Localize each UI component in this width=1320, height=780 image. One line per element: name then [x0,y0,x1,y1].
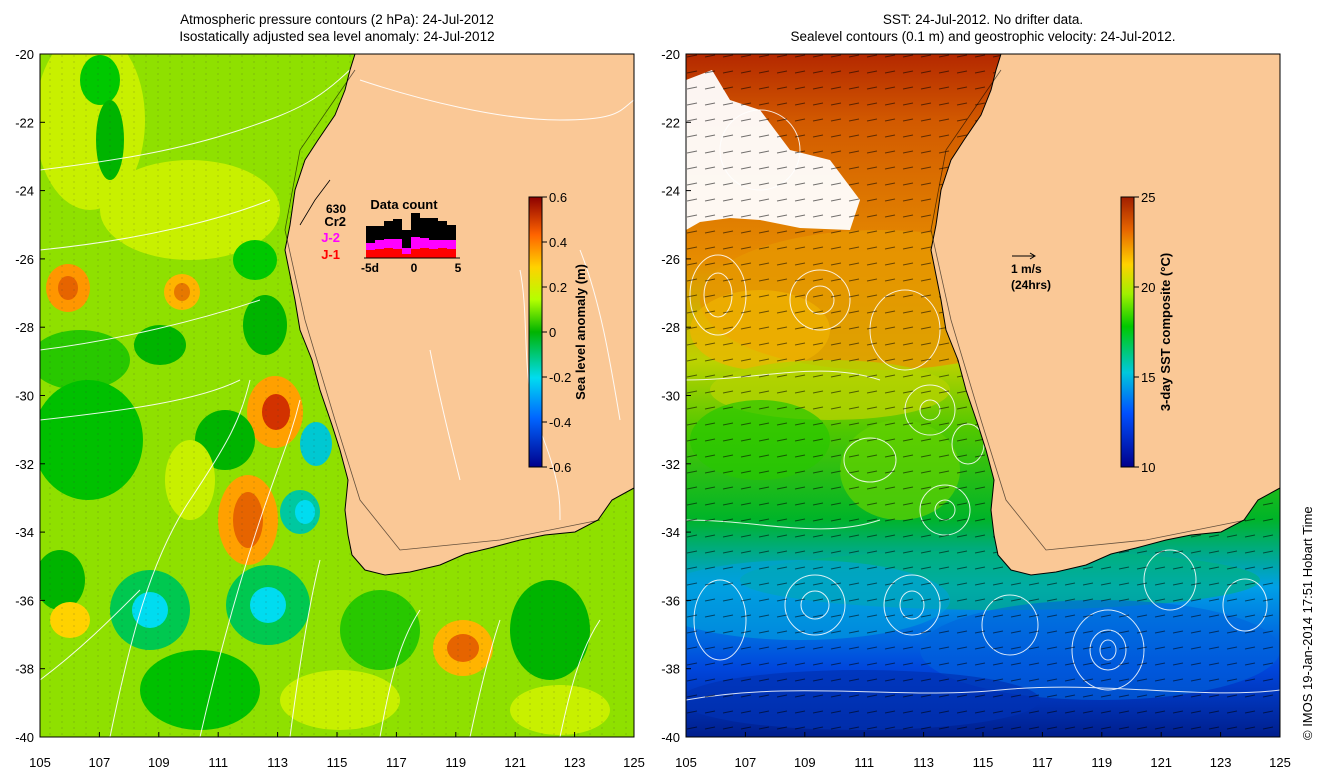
left-title-line2: Isostatically adjusted sea level anomaly… [179,29,495,44]
colorbar-tick-label: -0.2 [549,370,571,385]
colorbar-tick-label: 0.2 [549,280,567,295]
right-panel-title: SST: 24-Jul-2012. No drifter data. Seale… [686,11,1280,45]
right-title-line2: Sealevel contours (0.1 m) and geostrophi… [790,29,1176,44]
left-y-tick-label: -28 [15,320,34,335]
left-x-tick-label: 123 [564,755,586,770]
left-y-tick-label: -26 [15,252,34,267]
right-x-tick-label: 109 [794,755,816,770]
left-land [284,54,634,576]
right-x-tick-label: 125 [1269,755,1291,770]
colorbar-tick-label: 0 [549,325,556,340]
colorbar-tick-label: 15 [1141,370,1155,385]
right-x-tick-label: 117 [1032,755,1053,770]
sla-colorbar-label: Sea level anomaly (m) [573,264,588,400]
colorbar-tick-label: -0.6 [549,460,571,475]
sla-colorbar: 0.6 0.4 0.2 0 -0.2 -0.4 -0.6 Sea level anomaly… [528,190,588,475]
left-map [40,54,634,737]
credit-label: © IMOS 19-Jan-2014 17:51 Hobart Time [1300,506,1315,740]
right-y-tick-label: -32 [661,457,680,472]
data-count-total: 630 [326,202,346,216]
velocity-scale: 1 m/s (24hrs) [1011,252,1051,292]
left-x-tick-label: 107 [89,755,111,770]
left-y-tick-label: -22 [15,115,34,130]
right-x-tick-label: 105 [675,755,697,770]
right-title-line1: SST: 24-Jul-2012. No drifter data. [882,12,1084,27]
right-map [686,54,1280,737]
data-count-title: Data count [370,197,438,212]
right-y-tick-label: -38 [661,662,680,677]
left-panel-title: Atmospheric pressure contours (2 hPa): 2… [40,11,634,45]
colorbar-tick-label: 10 [1141,460,1155,475]
left-x-tick-label: 109 [148,755,170,770]
right-y-tick-label: -24 [661,184,680,199]
right-x-tick-label: 113 [913,755,934,770]
right-x-tick-label: 115 [973,755,994,770]
dc-axis-mid: 0 [411,261,418,275]
colorbar-tick-label: 25 [1141,190,1155,205]
right-y-tick-label: -34 [661,525,680,540]
right-land [930,54,1280,576]
right-x-tick-label: 121 [1150,755,1172,770]
dc-axis-right: 5 [455,261,462,275]
j1-label: J-1 [321,247,340,262]
left-x-tick-label: 115 [327,755,348,770]
left-y-tick-label: -40 [15,730,34,745]
data-count-bars [366,213,456,258]
left-x-tick-label: 121 [504,755,526,770]
right-y-tick-label: -30 [661,389,680,404]
dc-axis-left: -5d [361,261,379,275]
data-count-inset: 630 Cr2 J-2 J-1 Data count -5d 0 5 [321,197,461,275]
pressure-contours [40,59,601,737]
left-x-tick-label: 113 [267,755,288,770]
cr2-label: Cr2 [324,214,346,229]
left-y-tick-label: -32 [15,457,34,472]
right-x-tick-label: 107 [735,755,757,770]
left-y-tick-label: -34 [15,525,34,540]
j2-label: J-2 [321,230,340,245]
left-x-tick-label: 117 [386,755,407,770]
colorbar-tick-label: -0.4 [549,415,571,430]
right-x-tick-label: 119 [1091,755,1112,770]
right-x-tick-label: 111 [854,755,874,770]
left-y-tick-label: -20 [15,47,34,62]
left-x-tick-label: 105 [29,755,51,770]
left-y-tick-label: -38 [15,662,34,677]
axis-ticks: 105 107 109 111 113 115 117 119 121 123 125-20-22-… [15,47,1291,770]
left-title-line1: Atmospheric pressure contours (2 hPa): 2… [180,12,494,27]
right-y-tick-label: -36 [661,593,680,608]
left-x-tick-label: 111 [208,755,228,770]
right-y-tick-label: -22 [661,115,680,130]
left-y-tick-label: -24 [15,184,34,199]
sst-colorbar-ticks: 25 20 15 10 [1134,190,1155,475]
right-y-tick-label: -26 [661,252,680,267]
colorbar-tick-label: 0.4 [549,235,567,250]
left-x-tick-label: 119 [445,755,466,770]
velocity-scale-label: 1 m/s [1011,262,1042,276]
right-x-tick-label: 123 [1210,755,1232,770]
velocity-scale-sublabel: (24hrs) [1011,278,1051,292]
left-y-tick-label: -36 [15,593,34,608]
left-y-tick-label: -30 [15,389,34,404]
left-x-tick-label: 125 [623,755,645,770]
sst-colorbar-label: 3-day SST composite (°C) [1158,253,1173,411]
right-y-tick-label: -40 [661,730,680,745]
right-y-tick-label: -20 [661,47,680,62]
right-y-tick-label: -28 [661,320,680,335]
sst-colorbar: 25 20 15 10 3-day SST composite (°C) [1120,190,1173,475]
colorbar-tick-label: 0.6 [549,190,567,205]
sla-colorbar-ticks: 0.6 0.4 0.2 0 -0.2 -0.4 -0.6 [542,190,571,475]
colorbar-tick-label: 20 [1141,280,1155,295]
